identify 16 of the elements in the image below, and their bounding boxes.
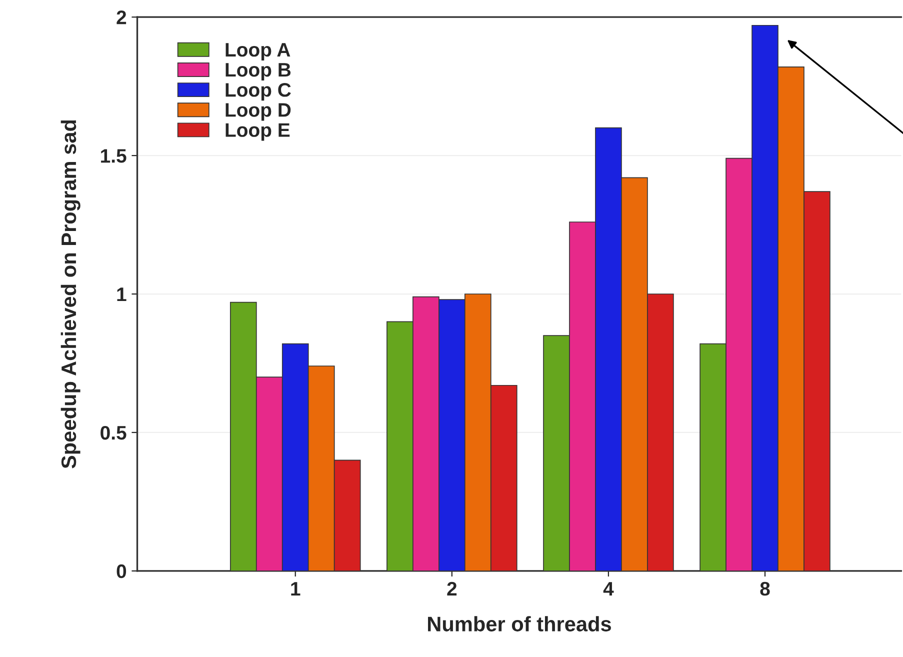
legend-label: Loop E [226,123,290,141]
x-tick-label: 1 [291,582,300,596]
x-tick-label: 2 [447,582,457,596]
y-tick-label: 2 [116,10,126,24]
legend-label: Loop A [226,43,290,60]
legend-label: Loop D [226,103,291,121]
x-tick-label: 4 [603,582,614,596]
legend-label: Loop B [226,63,291,81]
x-axis-title: Number of threads [428,616,611,632]
y-tick-label: 0.5 [100,426,126,440]
y-tick-label: 0 [116,564,126,578]
y-axis-title: Speedup Achieved on Program sad [60,120,80,468]
y-tick-label: 1 [117,288,126,302]
x-tick-label: 8 [760,582,770,596]
legend-label: Loop C [226,83,291,101]
y-tick-label: 1.5 [101,149,126,163]
